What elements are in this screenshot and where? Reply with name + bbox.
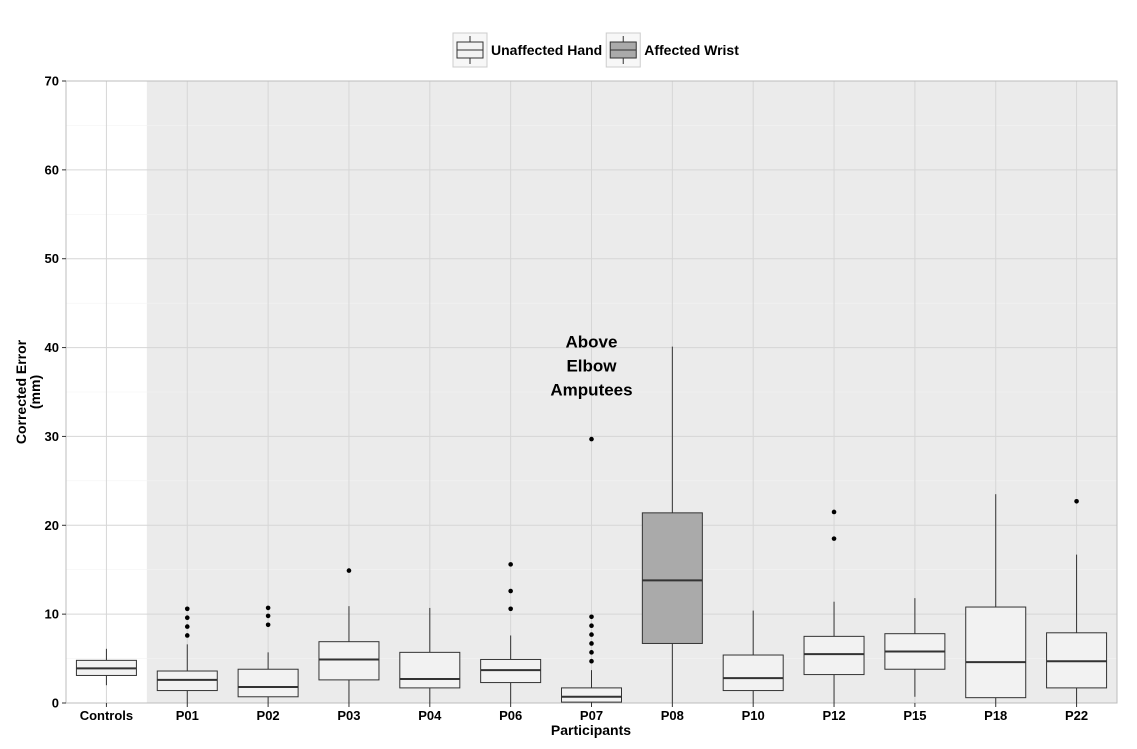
annotation-above-elbow-amputees: Above Elbow Amputees [550, 332, 632, 399]
box-p22 [1046, 498, 1108, 703]
x-tick-label-p06: P06 [499, 708, 522, 723]
outlier-point [1074, 498, 1079, 504]
x-tick-label-p03: P03 [337, 708, 360, 723]
legend-label: Unaffected Hand [491, 42, 602, 58]
box-p10 [722, 610, 784, 703]
y-tick-label: 60 [45, 162, 59, 177]
outlier-point [184, 615, 190, 620]
outlier-point [508, 606, 513, 612]
box-iqr [318, 641, 380, 681]
y-axis-title-line: Corrected Error [13, 339, 29, 444]
box-p12 [803, 509, 865, 703]
plot-panel [65, 80, 1118, 704]
box-p03 [318, 568, 380, 703]
y-tick-label: 50 [45, 251, 59, 266]
outlier-point [589, 632, 594, 637]
y-axis-title: Corrected Error(mm) [13, 339, 43, 444]
outlier-point [265, 622, 271, 628]
outlier-point [589, 641, 594, 646]
legend-label: Affected Wrist [644, 42, 739, 58]
outlier-point [589, 658, 594, 664]
x-tick-label-controls: Controls [80, 708, 133, 723]
y-axis-title-line: (mm) [27, 375, 43, 409]
outlier-point [346, 568, 352, 573]
box-p01 [156, 606, 218, 703]
outlier-point [589, 436, 594, 442]
x-tick-label-p02: P02 [257, 708, 280, 723]
outlier-point [184, 633, 190, 638]
annotation-line: Elbow [566, 356, 617, 375]
y-tick-label: 10 [45, 607, 59, 622]
x-tick-label-p15: P15 [903, 708, 926, 723]
outlier-point [589, 650, 594, 655]
x-tick-label-p12: P12 [822, 708, 845, 723]
outlier-point [589, 623, 594, 628]
box-iqr [722, 654, 784, 692]
annotation-line: Amputees [550, 380, 632, 399]
box-p08 [641, 346, 703, 703]
x-tick-label-p10: P10 [742, 708, 765, 723]
box-controls [75, 648, 137, 686]
y-tick-label: 0 [52, 696, 59, 711]
x-tick-label-p18: P18 [984, 708, 1007, 723]
outlier-point [184, 624, 190, 629]
y-tick-label: 70 [45, 74, 59, 89]
x-axis-title: Participants [551, 722, 631, 738]
x-axis: Controls P01 P02 P03 P04 P06 P07 P08 P10 P12 P15 P1… [80, 703, 1088, 723]
box-iqr [237, 668, 299, 698]
y-axis: 0 10 20 30 40 50 60 70 [45, 74, 66, 711]
x-tick-label-p04: P04 [418, 708, 442, 723]
box-iqr [399, 651, 461, 689]
x-tick-label-p08: P08 [661, 708, 684, 723]
y-tick-label: 20 [45, 518, 59, 533]
legend-entry-affected-wrist: Affected Wrist [605, 32, 739, 68]
outlier-point [831, 536, 837, 541]
outlier-point [508, 562, 513, 567]
legend: Unaffected Hand Affected Wrist [452, 32, 739, 68]
outlier-point [831, 509, 837, 515]
box-iqr [561, 687, 622, 703]
outlier-point [265, 605, 271, 611]
box-p07 [561, 436, 622, 703]
legend-entry-unaffected-hand: Unaffected Hand [452, 32, 602, 68]
y-tick-label: 30 [45, 429, 59, 444]
outlier-point [589, 614, 594, 620]
box-p18 [965, 494, 1027, 703]
box-series [75, 346, 1108, 703]
x-tick-label-p22: P22 [1065, 708, 1088, 723]
box-p02 [237, 605, 299, 703]
box-p06 [480, 562, 542, 703]
y-tick-label: 40 [45, 340, 59, 355]
x-tick-label-p01: P01 [176, 708, 199, 723]
outlier-point [265, 613, 271, 619]
box-p15 [884, 598, 946, 697]
box-iqr [641, 512, 703, 644]
box-iqr [803, 635, 865, 676]
outlier-point [508, 588, 513, 594]
x-tick-label-p07: P07 [580, 708, 603, 723]
annotation-line: Above [566, 332, 618, 351]
box-p04 [399, 607, 461, 703]
box-iqr [965, 606, 1027, 699]
outlier-point [184, 606, 190, 612]
